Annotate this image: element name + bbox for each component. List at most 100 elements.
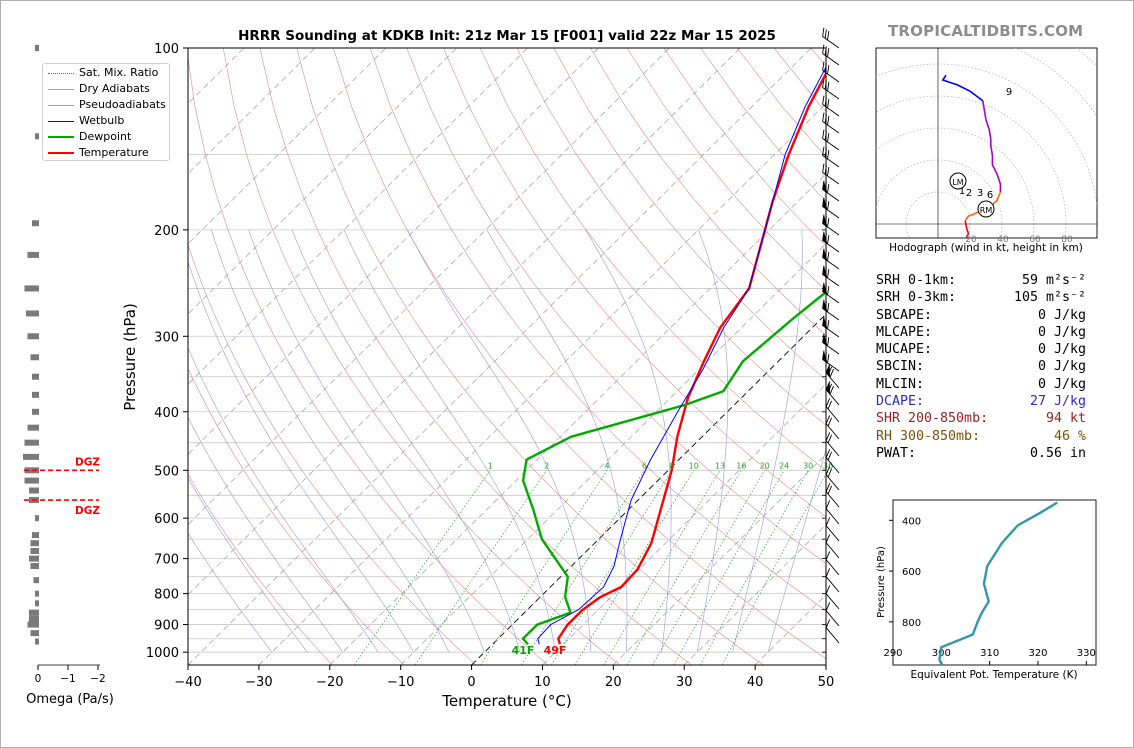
barb-feather: [827, 133, 830, 143]
wind-barb: [825, 398, 840, 423]
barb-staff: [822, 155, 840, 168]
barb-feather: [827, 354, 830, 364]
barb-feather: [825, 517, 831, 526]
theta-e-line: [938, 501, 1058, 666]
legend-label: Wetbulb: [79, 114, 125, 127]
site-watermark: TROPICALTIDBITS.COM: [888, 22, 1084, 40]
index-row: MUCAPE: 0 J/kg: [876, 341, 1096, 358]
dgz-label: DGZ: [75, 505, 100, 517]
barb-staff: [822, 342, 840, 355]
surface-dewpoint-label: 41F: [512, 644, 535, 657]
barb-staff: [825, 440, 840, 457]
isotherm-line: [188, 48, 387, 245]
barb-feather: [827, 451, 833, 461]
isotherm-line: [188, 48, 458, 315]
pseudoadiabat: [188, 260, 414, 653]
barb-staff: [825, 593, 840, 610]
wind-barb: [822, 248, 840, 270]
mixing-ratio-label: 4: [605, 461, 610, 470]
omega-bar: [32, 373, 39, 380]
wind-barb: [822, 180, 840, 202]
isotherm-line: [329, 173, 826, 665]
barb-staff: [822, 87, 840, 100]
index-value: 46 %: [1053, 428, 1086, 444]
wind-barb: [825, 432, 840, 457]
index-value: 0 J/kg: [1037, 342, 1086, 358]
barb-feather: [822, 27, 825, 37]
index-value: 94 kt: [1045, 411, 1086, 427]
chart-legend: Sat. Mix. Ratio Dry Adiabats Pseudoadiab…: [42, 63, 170, 161]
wind-barb: [825, 602, 840, 627]
index-label: SBCAPE:: [876, 307, 933, 323]
wind-barb: [822, 112, 840, 134]
mixing-ratio-line: [354, 470, 491, 665]
omega-bar: [30, 630, 39, 637]
x-tick-label: −30: [245, 675, 272, 690]
barb-feather: [827, 150, 830, 160]
hodograph-trace: [964, 220, 970, 238]
legend-label: Dewpoint: [79, 130, 132, 143]
barb-feather: [827, 286, 830, 296]
hodograph-ring-label: 60: [1029, 235, 1041, 245]
wind-barb: [822, 316, 840, 338]
omega-bar: [35, 638, 39, 645]
barb-feather: [822, 163, 825, 173]
omega-bar: [24, 439, 39, 446]
index-value: 0 J/kg: [1037, 324, 1086, 340]
barb-feather: [827, 218, 830, 228]
wind-barb: [825, 534, 840, 559]
mixing-ratio-label: 16: [736, 461, 746, 470]
index-label: SBCIN:: [876, 359, 925, 375]
barb-staff: [825, 525, 840, 542]
mixing-ratio-line: [414, 470, 547, 665]
barb-feather: [825, 602, 831, 611]
right-mover-label: RM: [980, 206, 993, 215]
barb-feather: [829, 385, 834, 395]
theta-e-y-label: Pressure (hPa): [876, 546, 887, 618]
barb-feather: [825, 585, 831, 594]
x-tick-label: −20: [316, 675, 343, 690]
theta-e-x-tick-label: 330: [1077, 648, 1096, 659]
barb-staff: [822, 104, 840, 117]
barb-pennant: [826, 381, 831, 395]
left-mover-marker: [949, 172, 967, 190]
dry-adiabat: [479, 48, 826, 472]
hodograph: 20 40 60 80 1 2 3 6 9 LM RM: [875, 47, 1098, 245]
mixing-ratio-line: [551, 470, 673, 665]
index-value: 105 m²s⁻²: [1013, 290, 1086, 306]
barb-feather: [822, 146, 825, 156]
barb-staff: [822, 240, 840, 253]
barb-feather: [825, 398, 831, 407]
omega-bar: [27, 621, 39, 628]
barb-feather: [824, 29, 827, 39]
omega-bar: [29, 615, 39, 622]
barb-feather: [825, 619, 831, 628]
barb-staff: [825, 542, 840, 559]
barb-feather: [827, 65, 830, 75]
barb-staff: [822, 223, 840, 236]
dry-adiabat: [188, 473, 333, 665]
index-value: 0.56 in: [1029, 445, 1086, 461]
isotherm-line: [258, 102, 826, 665]
wind-barb: [822, 163, 840, 185]
barb-staff: [822, 121, 840, 134]
index-label: DCAPE:: [876, 394, 925, 410]
y-tick-label: 1000: [146, 646, 179, 661]
index-row: DCAPE: 27 J/kg: [876, 393, 1096, 410]
omega-bar: [29, 487, 39, 494]
barb-staff: [822, 138, 840, 151]
barb-staff: [822, 274, 840, 287]
hodograph-height-label: 9: [1006, 87, 1012, 98]
barb-feather: [825, 432, 831, 441]
y-tick-label: 800: [154, 588, 179, 603]
mixing-ratio-line: [574, 470, 695, 665]
omega-bar: [27, 424, 39, 431]
pseudoadiabat: [188, 346, 379, 653]
index-value: 0 J/kg: [1037, 359, 1086, 375]
barb-feather: [827, 116, 830, 126]
index-row: SBCAPE: 0 J/kg: [876, 307, 1096, 324]
theta-e-y-tick-label: 400: [902, 516, 921, 527]
barb-feather: [827, 201, 830, 211]
wind-barb: [822, 265, 840, 287]
